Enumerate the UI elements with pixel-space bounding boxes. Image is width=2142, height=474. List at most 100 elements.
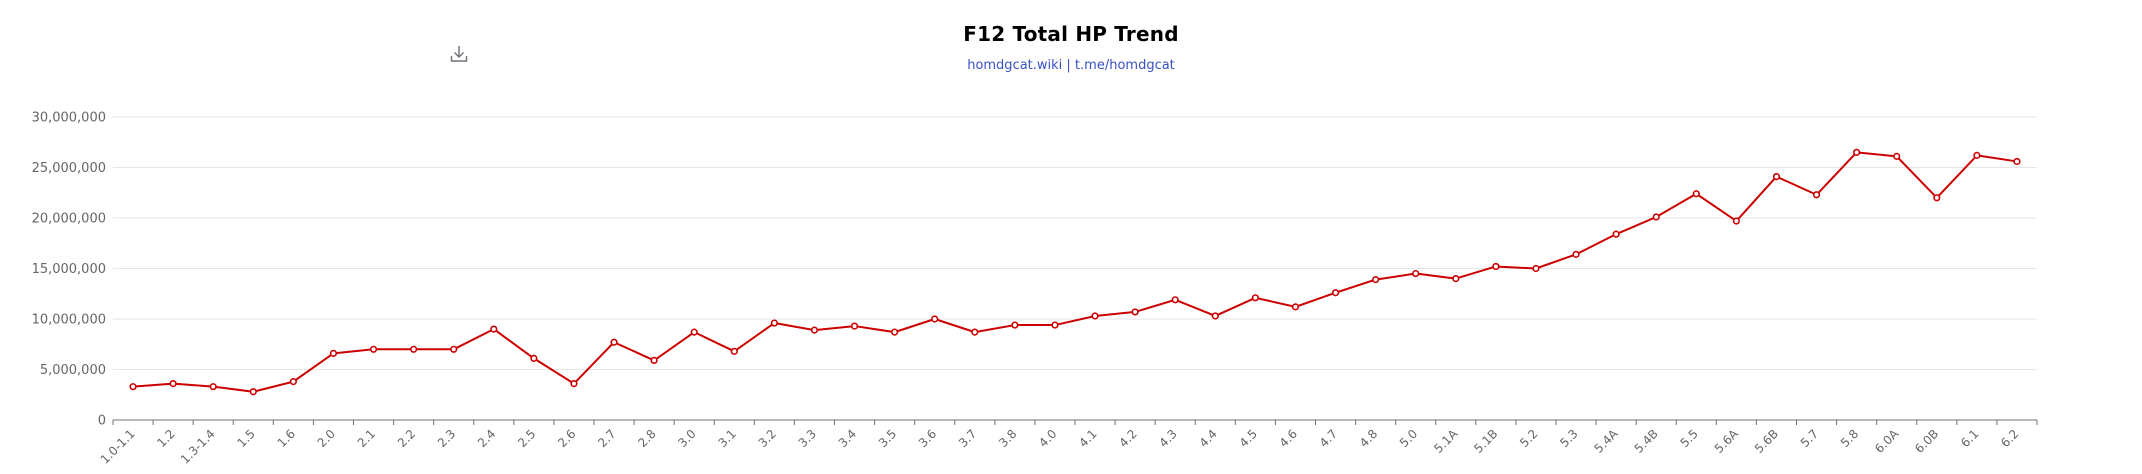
data-point[interactable] [1051,321,1059,329]
data-point[interactable] [490,325,498,333]
x-tick-label: 1.0-1.1 [98,427,138,467]
series-line [132,151,2018,393]
data-point[interactable] [1011,321,1019,329]
data-point[interactable] [369,345,378,353]
x-tick-label: 5.3 [1557,427,1580,450]
data-point[interactable] [1772,172,1781,181]
x-tick-label: 6.2 [1998,427,2021,450]
x-tick-label: 5.1B [1471,427,1500,456]
x-tick-label: 3.1 [715,427,738,450]
data-point[interactable] [931,315,939,323]
x-tick-label: 5.4A [1592,426,1622,456]
x-tick-label: 4.0 [1036,427,1059,450]
data-point[interactable] [410,345,418,353]
data-point[interactable] [1612,230,1620,238]
data-point[interactable] [1532,264,1540,273]
x-tick-label: 2.3 [435,427,458,450]
data-point[interactable] [1572,250,1580,258]
data-point[interactable] [1251,294,1259,302]
x-tick-label: 5.5 [1677,427,1700,450]
x-tick-label: 2.7 [595,427,618,450]
chart-subtitle[interactable]: homdgcat.wiki | t.me/homdgcat [967,58,1175,73]
data-point[interactable] [891,328,899,336]
data-point[interactable] [1692,190,1700,198]
data-point[interactable] [570,380,578,388]
data-point[interactable] [770,319,778,327]
data-point[interactable] [1131,308,1139,316]
x-tick-label: 1.3-1.4 [178,427,218,467]
y-tick-label: 10,000,000 [32,313,106,328]
data-point[interactable] [1492,262,1500,271]
x-tick-label: 2.6 [555,427,578,450]
data-point[interactable] [1412,269,1420,278]
data-point[interactable] [1973,151,1981,159]
download-icon [450,46,468,62]
series-line-layer [132,151,2018,393]
chart-title: F12 Total HP Trend [963,22,1179,46]
data-point[interactable] [289,378,297,386]
data-point[interactable] [1812,191,1821,199]
data-point[interactable] [209,383,217,391]
x-tick-label: 3.2 [756,427,779,450]
x-tick-label: 5.6A [1712,426,1742,456]
data-point[interactable] [329,349,338,357]
y-tick-label: 20,000,000 [32,212,106,227]
data-point[interactable] [1893,152,1901,160]
x-tick-label: 5.8 [1838,427,1861,450]
data-point[interactable] [450,345,458,353]
data-point[interactable] [971,328,979,336]
y-tick-label: 30,000,000 [32,111,106,126]
x-tick-label: 5.1A [1431,426,1461,456]
x-tick-label: 1.5 [234,427,257,450]
y-tick-label: 0 [98,414,106,429]
data-point[interactable] [1211,312,1219,320]
data-point[interactable] [610,338,618,346]
data-point[interactable] [730,347,738,355]
x-tick-label: 3.0 [675,427,698,450]
y-tick-label: 15,000,000 [32,262,106,277]
x-tick-label: 2.2 [395,427,418,450]
x-tick-label: 3.7 [956,427,979,450]
data-point[interactable] [169,380,177,388]
x-tick-label: 5.4B [1632,427,1661,456]
data-point[interactable] [1732,217,1740,225]
x-axis: 1.0-1.1 1.2 1.3-1.4 1.5 1.6 2.0 2.1 2.2 2.3 2.4 2.… [98,419,2038,467]
data-point[interactable] [1331,289,1340,297]
x-tick-label: 4.7 [1317,427,1340,450]
x-tick-label: 6.0A [1872,426,1902,456]
x-tick-label: 3.5 [876,427,899,450]
data-point[interactable] [690,328,698,336]
data-point[interactable] [530,354,538,362]
x-tick-label: 1.6 [275,427,298,450]
data-point[interactable] [1291,303,1300,311]
data-point[interactable] [1372,276,1380,284]
data-point[interactable] [2013,157,2021,166]
data-point[interactable] [1171,296,1179,304]
data-point[interactable] [810,326,819,334]
data-point[interactable] [1652,213,1660,221]
x-tick-label: 3.3 [796,427,819,450]
data-point[interactable] [249,388,257,396]
x-tick-label: 3.6 [916,427,939,450]
y-tick-label: 5,000,000 [40,363,106,378]
x-tick-label: 5.0 [1397,427,1420,450]
x-tick-label: 4.4 [1196,427,1219,450]
data-point[interactable] [1933,194,1941,202]
x-tick-label: 5.6B [1752,427,1781,456]
x-tick-label: 4.1 [1076,427,1099,450]
x-tick-label: 2.0 [315,427,338,450]
grid-lines [113,116,2037,370]
data-point[interactable] [850,322,859,330]
download-button[interactable] [448,43,470,65]
data-point[interactable] [129,383,137,391]
data-point[interactable] [1853,148,1861,156]
x-tick-label: 2.5 [515,427,538,450]
x-tick-label: 4.3 [1156,427,1179,450]
data-point[interactable] [650,356,658,365]
x-tick-label: 2.4 [475,427,498,450]
y-tick-label: 25,000,000 [32,161,106,176]
data-point[interactable] [1452,275,1460,283]
data-points [129,148,2021,396]
data-point[interactable] [1091,312,1099,320]
